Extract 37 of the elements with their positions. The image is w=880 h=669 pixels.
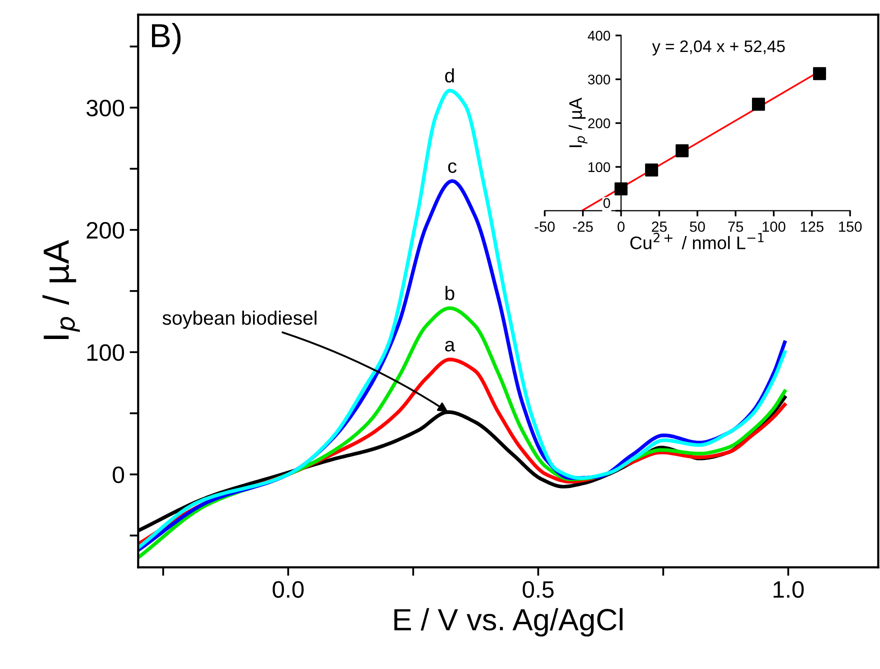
y-tick-label: 300 — [86, 100, 124, 116]
point — [813, 67, 826, 80]
y-tick-label: 100 — [588, 162, 610, 172]
annotation: soybean biodiesel — [162, 310, 316, 329]
x-tick-label: -50 — [534, 222, 555, 232]
x-tick-label: 0 — [618, 222, 625, 232]
x-tick-label: 0.0 — [272, 581, 304, 598]
point — [645, 163, 658, 176]
point — [614, 182, 628, 196]
y-tick-label: 0 — [112, 466, 124, 484]
x-tick-label: 25 — [652, 222, 667, 232]
y-tick-label: 200 — [86, 222, 124, 239]
x-tick-label: 0.5 — [522, 581, 554, 598]
x-axis-title: E / V vs. Ag/AgCl — [394, 608, 622, 637]
point — [752, 98, 765, 111]
y-axis-title: I$_{p}$ / µA — [42, 240, 80, 339]
x-tick-label: -25 — [573, 222, 593, 232]
x-tick-label: 75 — [728, 222, 744, 232]
annotation: y = 2,04 x + 52,45 — [652, 40, 785, 56]
annotation: B) — [152, 23, 181, 54]
annotation: d — [445, 68, 454, 83]
annotation: b — [446, 286, 454, 300]
annotation: c — [448, 162, 457, 173]
y-tick-label: 400 — [588, 30, 610, 41]
y-tick-label: 0 — [603, 198, 610, 208]
y-tick-label: 100 — [87, 344, 124, 361]
y-axis-title: I$_{p}$ / µA — [568, 98, 588, 148]
x-tick-label: 100 — [762, 222, 786, 232]
x-axis-title: Cu$^{2+}$ / nmol L$^{−1}$ — [630, 232, 764, 250]
x-tick-label: 1.0 — [774, 581, 804, 598]
x-tick-label: 150 — [839, 222, 862, 232]
y-tick-label: 300 — [588, 74, 610, 84]
y-tick-label: 200 — [588, 118, 610, 128]
annotation: a — [445, 340, 456, 352]
point — [676, 144, 689, 158]
x-tick-label: 50 — [690, 222, 705, 232]
x-tick-label: 125 — [800, 222, 824, 232]
